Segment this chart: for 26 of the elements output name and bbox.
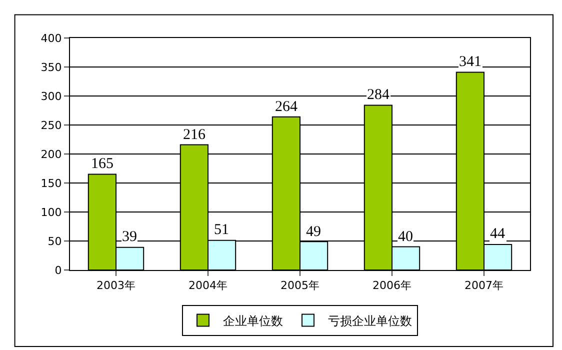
data-label: 40 — [398, 229, 413, 245]
data-label: 44 — [490, 226, 506, 242]
y-tick-label: 300 — [40, 90, 62, 103]
y-tick-label: 350 — [40, 60, 62, 74]
x-tick-label: 2004年 — [188, 279, 228, 292]
y-tick-label: 400 — [40, 32, 62, 45]
x-tick-label: 2005年 — [280, 279, 320, 292]
y-tick-label: 100 — [40, 206, 62, 219]
data-label: 49 — [306, 224, 321, 240]
legend-label: 亏损企业单位数 — [328, 314, 412, 328]
y-tick-label: 0 — [54, 264, 62, 277]
y-tick-label: 50 — [48, 234, 62, 248]
x-tick-label: 2007年 — [464, 279, 504, 292]
data-label: 284 — [367, 87, 390, 103]
x-tick-label: 2003年 — [96, 279, 136, 292]
x-tick-label: 2006年 — [372, 279, 412, 292]
data-label: 264 — [275, 99, 298, 115]
data-label: 51 — [214, 222, 229, 238]
y-tick-label: 150 — [40, 176, 62, 190]
data-label: 165 — [91, 156, 114, 172]
y-tick-label: 250 — [40, 118, 62, 132]
data-label: 39 — [122, 229, 137, 245]
y-tick-label: 200 — [40, 148, 62, 161]
data-label: 341 — [459, 54, 482, 70]
legend-label: 企业单位数 — [223, 314, 283, 328]
data-label: 216 — [183, 127, 206, 143]
